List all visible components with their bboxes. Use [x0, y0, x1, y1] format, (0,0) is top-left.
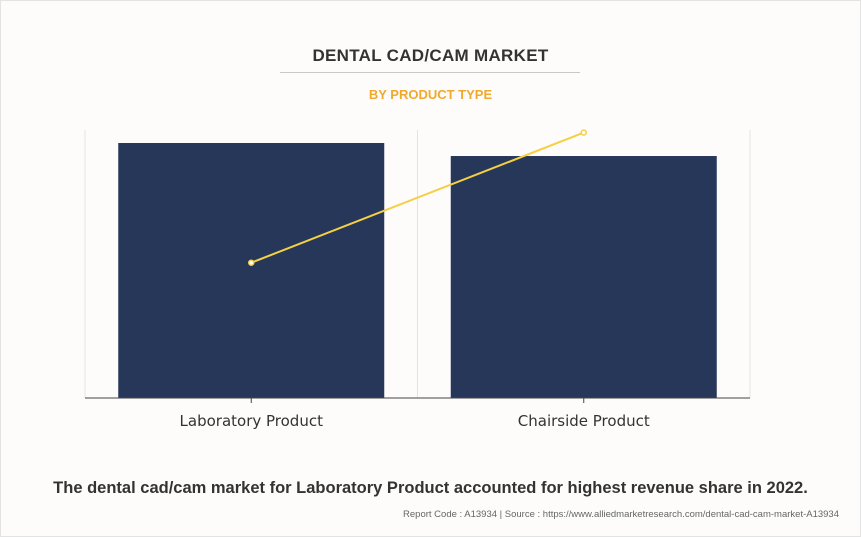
bar — [118, 143, 385, 398]
title-divider — [280, 72, 580, 73]
bar — [450, 156, 717, 398]
x-tick-label: Chairside Product — [518, 412, 650, 430]
trend-point — [580, 129, 587, 136]
trend-line — [250, 131, 585, 264]
chart-subtitle: BY PRODUCT TYPE — [368, 87, 493, 102]
report-source: Report Code : A13934 | Source : https://… — [403, 509, 839, 520]
x-tick-label: Laboratory Product — [180, 412, 324, 430]
chart-caption: The dental cad/cam market for Laboratory… — [53, 479, 808, 497]
chart-title: DENTAL CAD/CAM MARKET — [312, 46, 549, 65]
trend-point — [248, 259, 255, 266]
